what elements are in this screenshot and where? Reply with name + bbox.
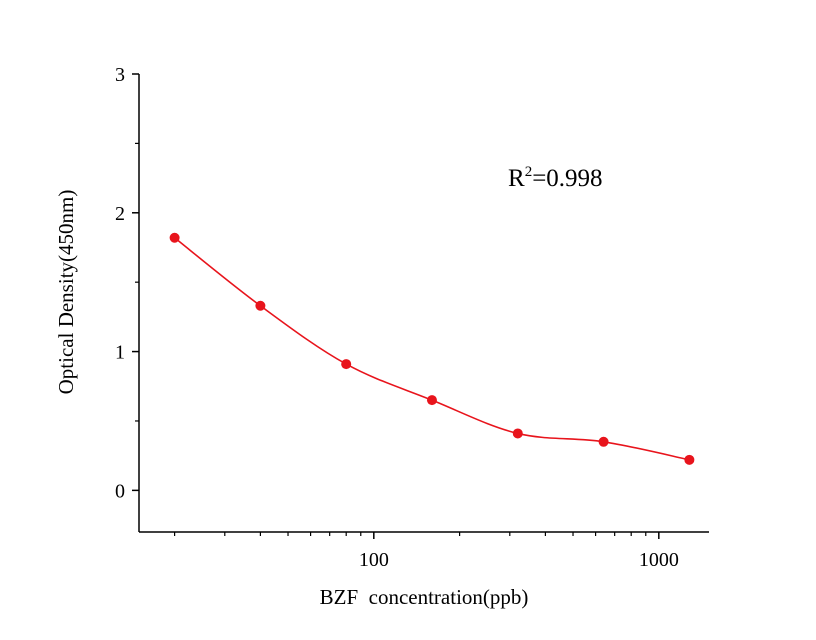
fit-curve <box>174 237 690 461</box>
x-axis-label: BZF concentration(ppb) <box>320 585 529 609</box>
data-point <box>341 359 352 370</box>
y-axis-label: Optical Density(450nm) <box>54 190 78 395</box>
y-tick-label: 0 <box>115 480 125 502</box>
data-point <box>512 428 523 439</box>
data-point <box>426 395 437 406</box>
tick-labels: 0 1 2 3 100 1000 <box>115 64 679 571</box>
data-point <box>169 232 180 243</box>
axes <box>138 74 709 533</box>
y-tick-label: 3 <box>115 64 125 86</box>
x-tick-label: 1000 <box>639 549 679 571</box>
x-tick-label: 100 <box>359 549 389 571</box>
data-points <box>169 232 695 465</box>
data-point <box>684 454 695 465</box>
ticks <box>132 73 660 539</box>
y-tick-label: 2 <box>115 203 125 225</box>
data-point <box>255 300 266 311</box>
r-squared-annotation: R2=0.998 <box>508 164 603 192</box>
y-tick-label: 1 <box>115 342 125 364</box>
data-point <box>598 436 609 447</box>
